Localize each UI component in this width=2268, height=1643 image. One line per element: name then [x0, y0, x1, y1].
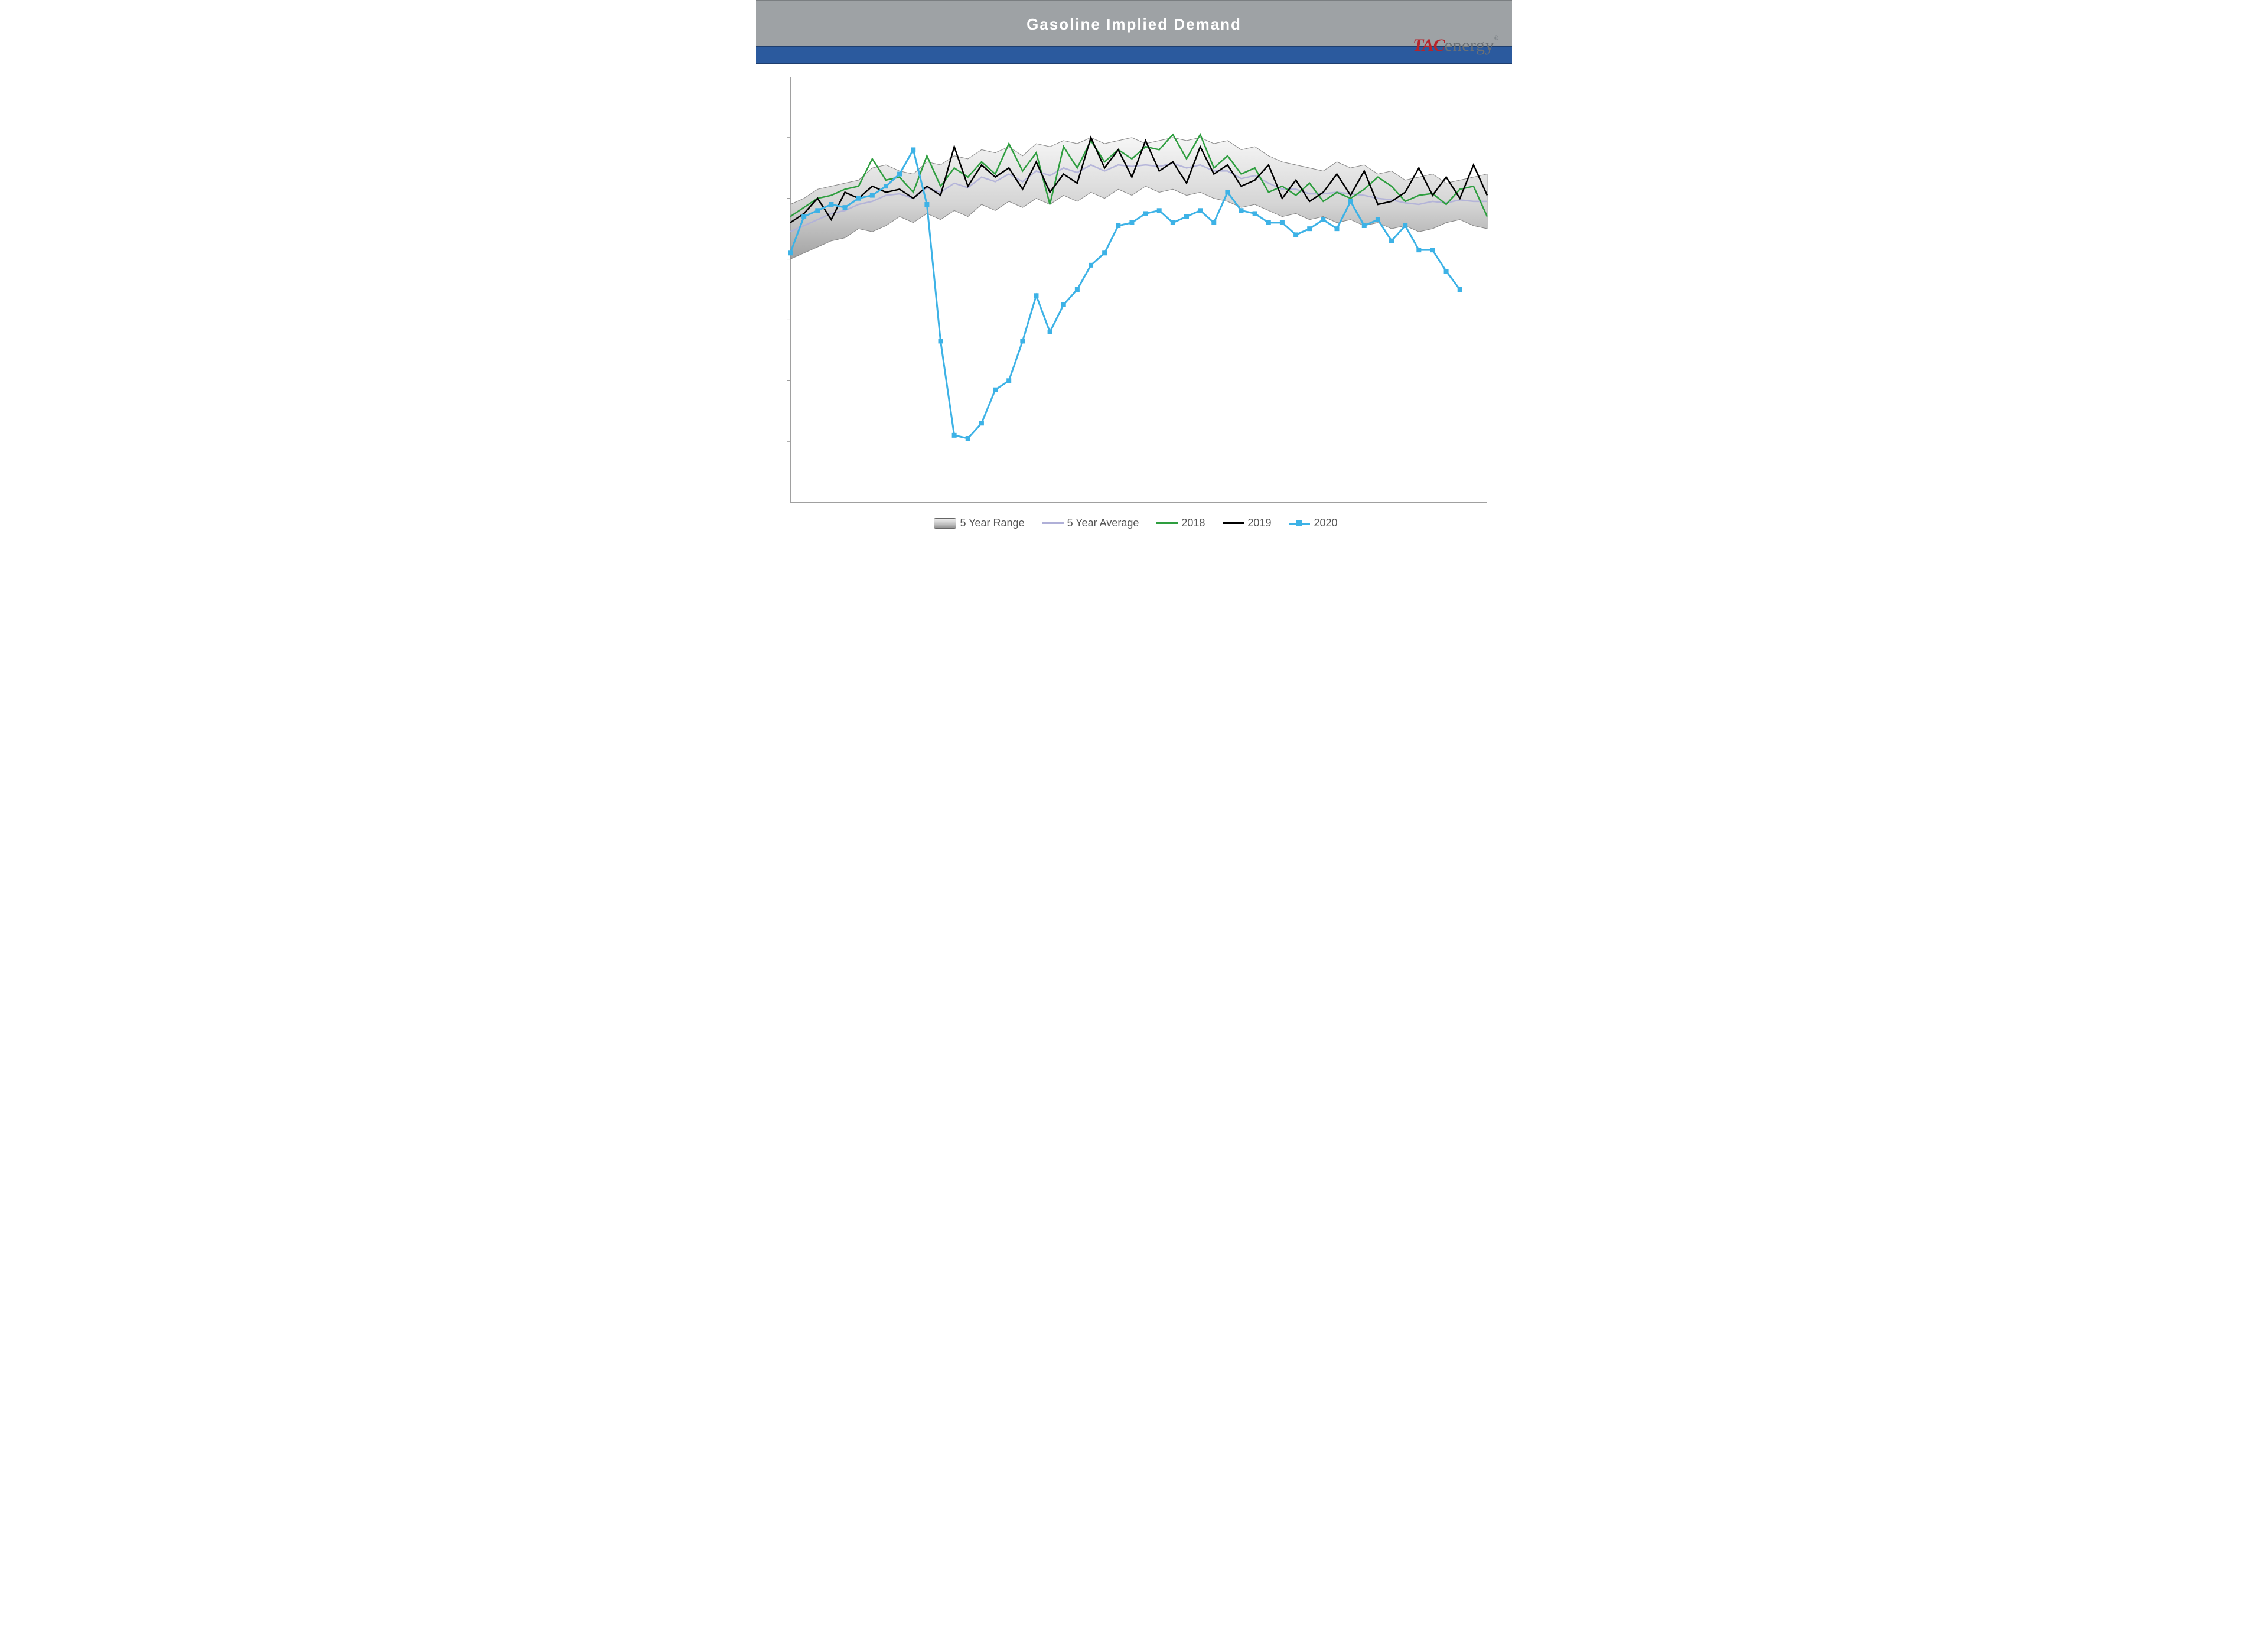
s2019-swatch-icon — [1223, 522, 1244, 524]
chart-title: Gasoline Implied Demand — [1027, 15, 1241, 34]
chart-svg — [778, 65, 1493, 532]
logo-rest: energy — [1445, 35, 1494, 55]
s2018-swatch-icon — [1156, 522, 1178, 524]
logo-reg: ® — [1494, 35, 1499, 42]
title-bar: Gasoline Implied Demand — [756, 0, 1512, 47]
legend-label-2019: 2019 — [1247, 517, 1271, 529]
legend-item-2019: 2019 — [1223, 517, 1271, 529]
legend-item-avg: 5 Year Average — [1042, 517, 1139, 529]
range-swatch-icon — [934, 518, 956, 529]
legend-label-2020: 2020 — [1314, 517, 1337, 529]
chart-area: 5 Year Range 5 Year Average 2018 2019 20… — [778, 65, 1493, 532]
s2020-swatch-icon — [1289, 520, 1310, 526]
tac-energy-logo: TACenergy® — [1413, 35, 1499, 56]
legend-label-2018: 2018 — [1181, 517, 1205, 529]
accent-bar — [756, 46, 1512, 64]
legend-item-2020: 2020 — [1289, 517, 1337, 529]
avg-swatch-icon — [1042, 522, 1064, 524]
legend-item-range: 5 Year Range — [934, 517, 1024, 529]
legend-label-range: 5 Year Range — [960, 517, 1024, 529]
legend-item-2018: 2018 — [1156, 517, 1205, 529]
legend-label-avg: 5 Year Average — [1067, 517, 1139, 529]
chart-frame: Gasoline Implied Demand TACenergy® 5 Yea… — [756, 0, 1512, 548]
logo-tac: TAC — [1413, 35, 1445, 55]
legend: 5 Year Range 5 Year Average 2018 2019 20… — [778, 517, 1493, 529]
